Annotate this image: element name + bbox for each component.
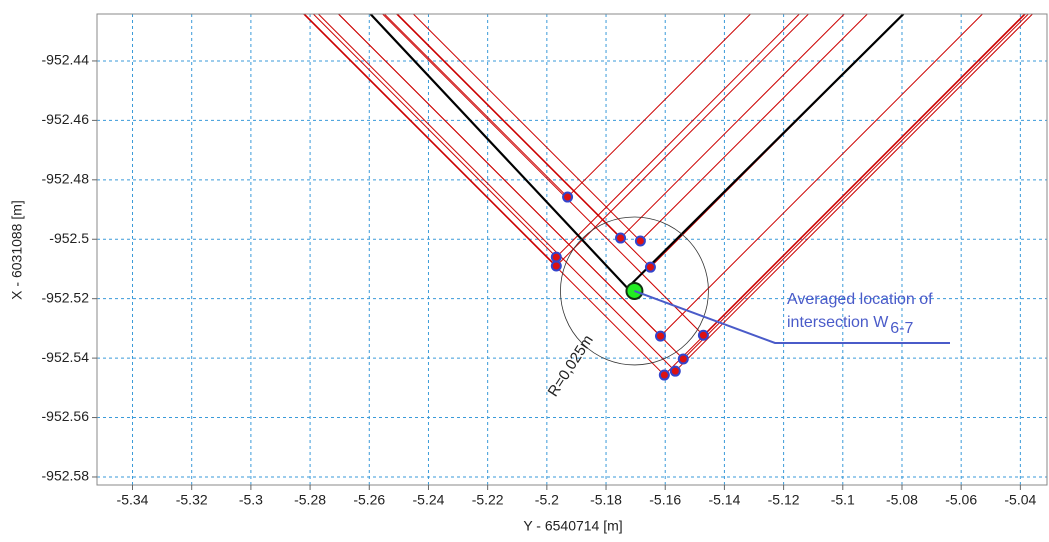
- intersection-point: [697, 329, 709, 341]
- x-tick-label: -5.28: [294, 492, 326, 508]
- intersection-point: [634, 235, 646, 247]
- axes: -5.34 -5.32 -5.3 -5.28 -5.26 -5.24 -5.22 -5.2 -5…: [42, 52, 1037, 508]
- plot-area: [303, 14, 1033, 381]
- y-tick-label: -952.58: [42, 468, 90, 484]
- intersection-point: [658, 369, 670, 381]
- tolerance-circle: [560, 216, 709, 366]
- x-tick-label: -5.06: [945, 492, 977, 508]
- x-tick-label: -5.1: [831, 492, 855, 508]
- intersection-point: [644, 261, 656, 273]
- x-tick-label: -5.24: [413, 492, 445, 508]
- y-tick-label: -952.52: [42, 289, 90, 305]
- annotation-text: Averaged location of: [787, 291, 933, 308]
- series-line: [397, 14, 904, 268]
- x-tick-label: -5.34: [117, 492, 149, 508]
- y-tick-label: -952.48: [42, 171, 90, 187]
- intersection-point: [669, 365, 681, 377]
- y-tick-label: -952.5: [49, 230, 89, 246]
- plot-frame: [96, 13, 1048, 486]
- grid: [97, 14, 1047, 485]
- series-line: [318, 14, 1033, 372]
- intersection-point: [562, 191, 574, 203]
- annotation-subscript: 6-7: [890, 320, 913, 337]
- x-tick-label: -5.26: [353, 492, 385, 508]
- x-tick-label: -5.3: [239, 492, 263, 508]
- series-line: [338, 14, 983, 337]
- x-tick-label: -5.08: [886, 492, 918, 508]
- series-line: [304, 14, 809, 267]
- intersection-point: [615, 232, 627, 244]
- x-tick-label: -5.12: [768, 492, 800, 508]
- x-tick-label: -5.2: [535, 492, 559, 508]
- intersection-point: [550, 251, 562, 263]
- intersection-point: [654, 330, 666, 342]
- circle-label: R=0,025m: [545, 332, 597, 400]
- series-line: [384, 14, 751, 198]
- series-line: [396, 14, 845, 239]
- y-tick-label: -952.56: [42, 408, 90, 424]
- x-tick-label: -5.04: [1004, 492, 1036, 508]
- x-axis-label: Y - 6540714 [m]: [523, 518, 622, 534]
- x-tick-label: -5.16: [649, 492, 681, 508]
- x-tick-label: -5.14: [708, 492, 740, 508]
- intersection-point: [550, 260, 562, 272]
- annotation-leader: [634, 290, 950, 344]
- series-line: [413, 14, 868, 242]
- y-axis-label: X - 6031088 [m]: [9, 200, 25, 300]
- series-line: [312, 14, 800, 258]
- annotation-text: intersection W: [787, 314, 889, 331]
- y-tick-label: -952.44: [42, 52, 90, 68]
- x-tick-label: -5.32: [176, 492, 208, 508]
- x-tick-label: -5.22: [472, 492, 504, 508]
- x-tick-label: -5.18: [590, 492, 622, 508]
- y-tick-label: -952.54: [42, 349, 90, 365]
- intersection-point: [677, 353, 689, 365]
- y-tick-label: -952.46: [42, 111, 90, 127]
